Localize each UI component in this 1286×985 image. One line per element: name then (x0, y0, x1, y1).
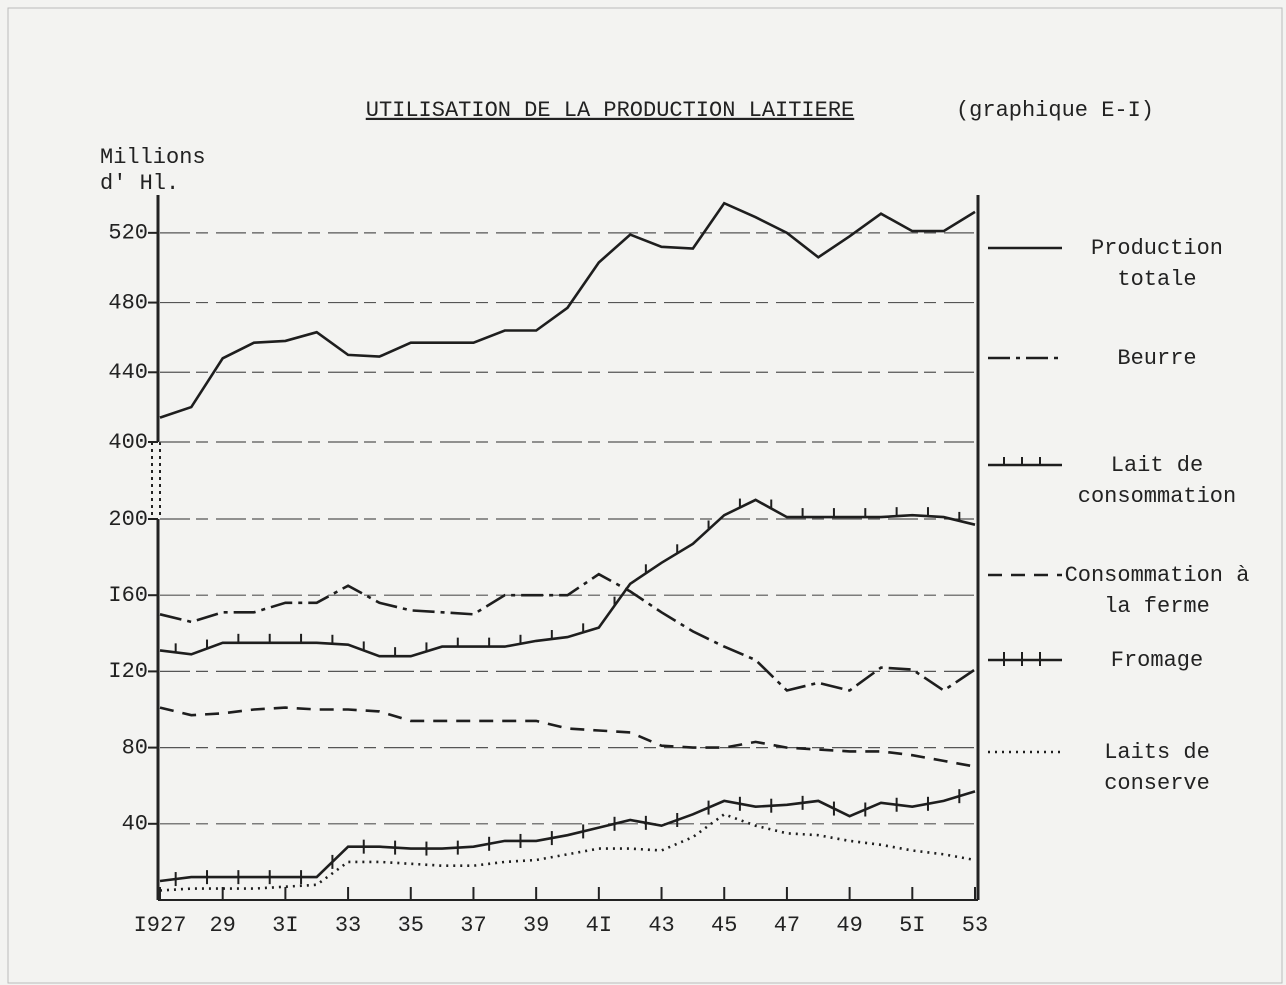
y-tick-label: 400 (108, 430, 148, 455)
series-line (159, 201, 976, 419)
x-tick-label: 33 (335, 913, 361, 938)
x-tick-label: 37 (460, 913, 486, 938)
legend-label: Consommation à la ferme (1064, 563, 1250, 619)
y-tick-label: I60 (108, 583, 148, 608)
chart-subtitle: (graphique E-I) (956, 98, 1154, 123)
x-tick-label: 5I (899, 913, 925, 938)
y-label-box: Millions d' Hl. (100, 145, 206, 196)
y-tick-label: 520 (108, 221, 148, 246)
series-line (159, 498, 976, 658)
x-tick-label: 39 (523, 913, 549, 938)
y-axis-label: Millions d' Hl. (100, 145, 206, 196)
x-tick-label: 4I (586, 913, 612, 938)
x-tick-label: 45 (711, 913, 737, 938)
legend-label: Production totale (1090, 236, 1224, 292)
x-tick-label: 35 (398, 913, 424, 938)
legend-label: Lait de consommation (1077, 453, 1237, 509)
legend-label: Beurre (1117, 346, 1197, 371)
x-tick-label: 47 (774, 913, 800, 938)
paper-edge (7, 7, 1283, 984)
y-tick-label: I20 (108, 659, 148, 684)
series-line (159, 812, 976, 892)
x-tick-label: 53 (962, 913, 988, 938)
y-tick-label: 480 (108, 290, 148, 315)
chart-title: UTILISATION DE LA PRODUCTION LAITIERE (366, 98, 854, 123)
x-tick-label: 3I (272, 913, 298, 938)
y-tick-label: 80 (122, 735, 148, 760)
legend-label: Fromage (1110, 648, 1204, 673)
series-line (159, 706, 976, 768)
series-line (159, 572, 976, 693)
y-tick-label: 440 (108, 360, 148, 385)
x-tick-label: I927 (134, 913, 187, 938)
x-tick-label: 43 (648, 913, 674, 938)
legend-label: Laits de conserve (1104, 740, 1210, 796)
x-tick-label: 29 (209, 913, 235, 938)
x-tick-label: 49 (836, 913, 862, 938)
y-tick-label: 40 (122, 812, 148, 837)
y-tick-label: 200 (108, 507, 148, 532)
series-line (159, 790, 976, 883)
